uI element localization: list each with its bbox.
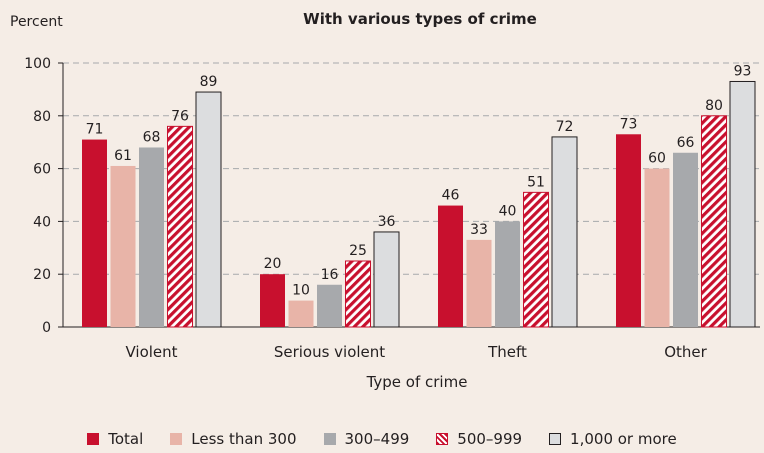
- bar: [673, 152, 698, 327]
- bar: [167, 125, 193, 328]
- y-axis-label: Percent: [10, 14, 63, 30]
- legend-label: Total: [108, 430, 144, 448]
- bar: [345, 260, 371, 328]
- bar: [260, 274, 285, 327]
- bar-value-label: 25: [349, 243, 367, 259]
- y-tick-label: 0: [42, 320, 51, 336]
- bars: [82, 80, 756, 328]
- y-tick-label: 60: [33, 162, 51, 178]
- legend-swatch: [170, 433, 183, 445]
- legend: Total Less than 300 300–499 500–999 1,000 or…: [0, 428, 764, 450]
- legend-label: 300–499: [344, 430, 410, 448]
- bar-value-label: 10: [292, 283, 310, 299]
- legend-label: 500–999: [457, 430, 523, 448]
- bar: [466, 239, 492, 327]
- chart-title: With various types of crime: [303, 10, 537, 28]
- bar: [438, 205, 463, 327]
- gridlines: [63, 62, 760, 275]
- bar: [288, 300, 314, 327]
- category-label: Other: [664, 343, 707, 361]
- bar-value-label: 60: [648, 151, 666, 167]
- bar: [317, 284, 342, 327]
- x-axis-label: Type of crime: [366, 373, 468, 391]
- legend-label: Less than 300: [191, 430, 297, 448]
- bar: [373, 231, 400, 328]
- bar: [701, 115, 727, 328]
- legend-swatch: [87, 433, 100, 445]
- bar-value-label: 66: [677, 135, 695, 151]
- legend-item: Total: [87, 430, 143, 448]
- bar: [551, 136, 578, 328]
- bar-value-label: 68: [143, 129, 161, 145]
- bar: [139, 147, 164, 327]
- bar: [523, 191, 549, 328]
- category-label: Violent: [125, 343, 177, 361]
- category-label: Theft: [487, 343, 527, 361]
- legend-item: Less than 300: [170, 430, 297, 448]
- bar-value-label: 71: [86, 122, 104, 138]
- bar-value-label: 72: [556, 119, 574, 135]
- bar-value-label: 80: [705, 98, 723, 114]
- bar-value-label: 89: [200, 74, 218, 90]
- bar-value-label: 51: [527, 174, 545, 190]
- bar-value-label: 46: [442, 188, 460, 204]
- y-tick-label: 80: [33, 109, 51, 125]
- data-labels: 71 61 68 76 89 20 10 16 25 36 46 33 40 51 72 73 60 66 80 93: [86, 63, 752, 298]
- bar: [495, 221, 520, 327]
- y-tick-label: 20: [33, 267, 51, 283]
- bar-value-label: 61: [114, 148, 132, 164]
- legend-swatch: [436, 433, 449, 445]
- legend-item: 300–499: [323, 430, 410, 448]
- bar: [729, 80, 756, 328]
- y-tick-label: 100: [24, 56, 51, 72]
- bar-value-label: 76: [171, 108, 189, 124]
- bar: [644, 168, 670, 327]
- bar: [195, 91, 222, 328]
- legend-swatch: [323, 433, 336, 445]
- bar-value-label: 93: [734, 63, 752, 79]
- bar-value-label: 73: [620, 116, 638, 132]
- y-tick-label: 40: [33, 214, 51, 230]
- bar-value-label: 16: [321, 267, 339, 283]
- bar: [110, 165, 136, 327]
- category-label: Serious violent: [274, 343, 385, 361]
- bar-value-label: 33: [470, 222, 488, 238]
- legend-label: 1,000 or more: [570, 430, 677, 448]
- category-labels: Violent Serious violent Theft Other: [125, 343, 707, 361]
- legend-item: 500–999: [436, 430, 522, 448]
- bar: [616, 134, 641, 327]
- bar: [82, 139, 107, 327]
- bar-value-label: 40: [499, 203, 517, 219]
- bar-value-label: 36: [378, 214, 396, 230]
- legend-swatch: [549, 433, 562, 445]
- bar-value-label: 20: [264, 256, 282, 272]
- legend-item: 1,000 or more: [549, 430, 677, 448]
